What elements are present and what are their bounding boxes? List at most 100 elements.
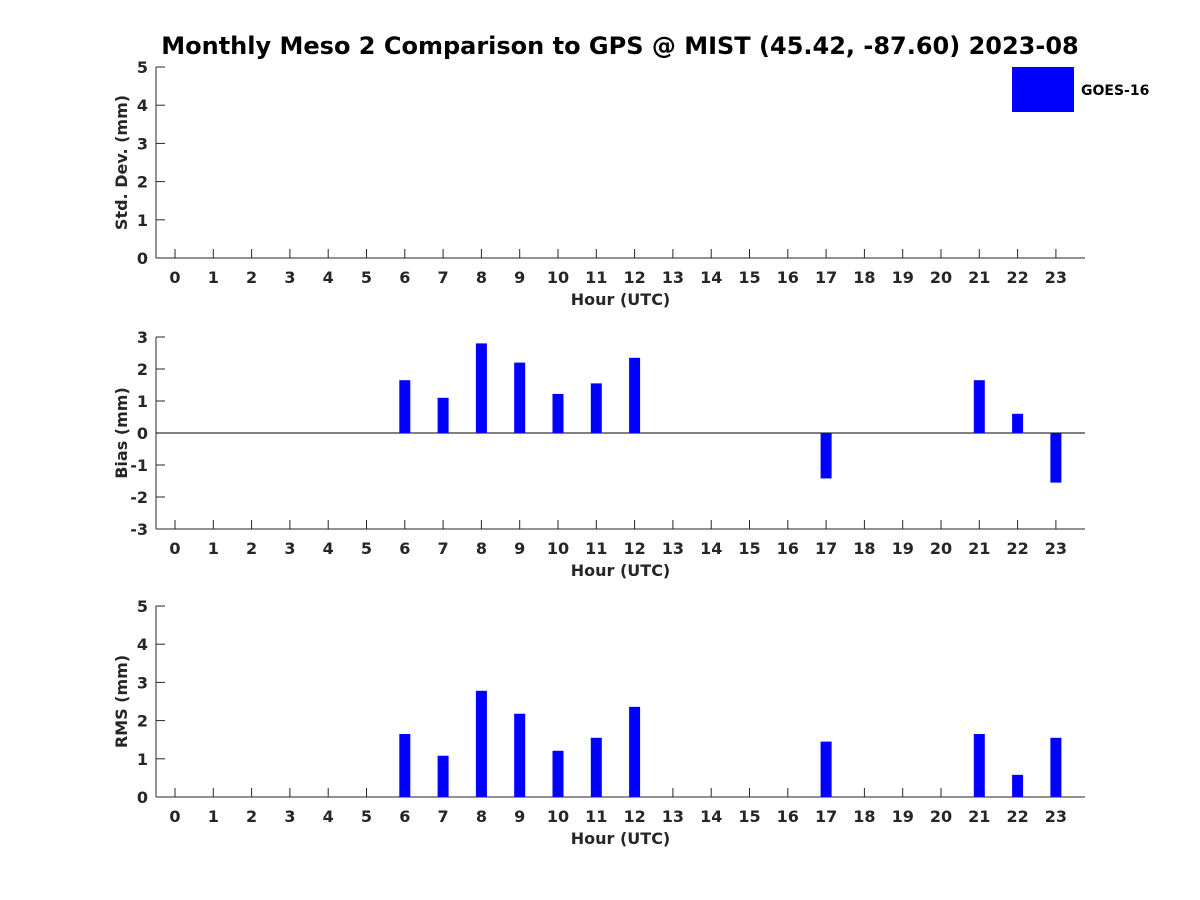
x-tick-label: 3 xyxy=(284,539,295,558)
x-tick-label: 21 xyxy=(968,539,990,558)
x-tick-label: 9 xyxy=(514,268,525,287)
x-tick-label: 13 xyxy=(662,539,684,558)
x-tick-label: 7 xyxy=(438,539,449,558)
y-tick-label: 3 xyxy=(137,328,148,347)
bar-hour-21 xyxy=(973,733,985,797)
x-axis-label: Hour (UTC) xyxy=(571,829,671,848)
bar-hour-10 xyxy=(552,393,564,433)
y-tick-label: 0 xyxy=(137,424,148,443)
y-tick-label: 3 xyxy=(137,673,148,692)
x-tick-label: 14 xyxy=(700,268,722,287)
x-tick-label: 21 xyxy=(968,268,990,287)
x-tick-label: 9 xyxy=(514,539,525,558)
x-tick-label: 7 xyxy=(438,807,449,826)
y-axis-label: Bias (mm) xyxy=(112,387,131,479)
x-tick-label: 12 xyxy=(623,807,645,826)
x-tick-label: 11 xyxy=(585,539,607,558)
x-tick-label: 22 xyxy=(1006,268,1028,287)
x-tick-label: 1 xyxy=(208,539,219,558)
x-tick-label: 5 xyxy=(361,539,372,558)
x-tick-label: 11 xyxy=(585,268,607,287)
bar-hour-9 xyxy=(514,713,526,797)
x-tick-label: 11 xyxy=(585,807,607,826)
bar-hour-17 xyxy=(820,433,832,479)
x-tick-label: 8 xyxy=(476,539,487,558)
x-tick-label: 16 xyxy=(777,268,799,287)
x-tick-label: 2 xyxy=(246,807,257,826)
x-tick-label: 20 xyxy=(930,539,952,558)
x-tick-label: 22 xyxy=(1006,539,1028,558)
x-tick-label: 20 xyxy=(930,268,952,287)
y-tick-label: 2 xyxy=(137,360,148,379)
bar-hour-22 xyxy=(1012,413,1024,433)
x-tick-label: 2 xyxy=(246,268,257,287)
x-tick-label: 20 xyxy=(930,807,952,826)
y-tick-label: -2 xyxy=(130,488,148,507)
x-tick-label: 1 xyxy=(208,807,219,826)
y-tick-label: 4 xyxy=(137,635,148,654)
bar-hour-12 xyxy=(629,706,641,797)
bar-hour-11 xyxy=(590,383,602,433)
x-axis-label: Hour (UTC) xyxy=(571,290,671,309)
x-tick-label: 8 xyxy=(476,268,487,287)
x-tick-label: 15 xyxy=(738,539,760,558)
x-tick-label: 4 xyxy=(323,268,334,287)
chart-title: Monthly Meso 2 Comparison to GPS @ MIST … xyxy=(161,32,1078,60)
y-tick-label: 2 xyxy=(137,712,148,731)
y-tick-label: 5 xyxy=(137,597,148,616)
x-tick-label: 6 xyxy=(399,539,410,558)
bar-hour-7 xyxy=(437,755,449,797)
y-tick-label: 5 xyxy=(137,58,148,77)
bar-hour-21 xyxy=(973,380,985,433)
y-tick-label: 0 xyxy=(137,788,148,807)
x-tick-label: 10 xyxy=(547,807,569,826)
x-tick-label: 6 xyxy=(399,268,410,287)
x-tick-label: 17 xyxy=(815,268,837,287)
x-tick-label: 10 xyxy=(547,268,569,287)
bar-hour-12 xyxy=(629,357,641,433)
y-tick-label: 2 xyxy=(137,173,148,192)
x-tick-label: 13 xyxy=(662,807,684,826)
x-tick-label: 0 xyxy=(169,268,180,287)
x-tick-label: 23 xyxy=(1045,807,1067,826)
x-tick-label: 7 xyxy=(438,268,449,287)
x-tick-label: 19 xyxy=(892,268,914,287)
x-tick-label: 5 xyxy=(361,268,372,287)
x-tick-label: 15 xyxy=(738,268,760,287)
bar-hour-23 xyxy=(1050,433,1062,483)
legend-label: GOES-16 xyxy=(1081,83,1149,99)
x-tick-label: 18 xyxy=(853,807,875,826)
y-tick-label: 0 xyxy=(137,249,148,268)
x-tick-label: 13 xyxy=(662,268,684,287)
x-tick-label: 2 xyxy=(246,539,257,558)
x-tick-label: 23 xyxy=(1045,268,1067,287)
x-tick-label: 21 xyxy=(968,807,990,826)
bar-hour-9 xyxy=(514,362,526,433)
y-tick-label: 1 xyxy=(137,750,148,769)
bar-hour-11 xyxy=(590,737,602,797)
x-tick-label: 14 xyxy=(700,539,722,558)
x-tick-label: 5 xyxy=(361,807,372,826)
bar-hour-8 xyxy=(475,690,487,797)
x-tick-label: 3 xyxy=(284,268,295,287)
y-tick-label: 1 xyxy=(137,392,148,411)
x-tick-label: 18 xyxy=(853,268,875,287)
x-tick-label: 6 xyxy=(399,807,410,826)
bar-hour-8 xyxy=(475,343,487,433)
x-tick-label: 8 xyxy=(476,807,487,826)
y-tick-label: -3 xyxy=(130,520,148,539)
y-axis-label: RMS (mm) xyxy=(112,655,131,748)
x-tick-label: 10 xyxy=(547,539,569,558)
y-tick-label: 1 xyxy=(137,211,148,230)
bar-hour-6 xyxy=(399,733,411,797)
x-tick-label: 17 xyxy=(815,539,837,558)
legend: GOES-16 xyxy=(1012,67,1149,112)
x-tick-label: 4 xyxy=(323,539,334,558)
x-tick-label: 0 xyxy=(169,807,180,826)
bar-hour-7 xyxy=(437,397,449,433)
x-tick-label: 23 xyxy=(1045,539,1067,558)
